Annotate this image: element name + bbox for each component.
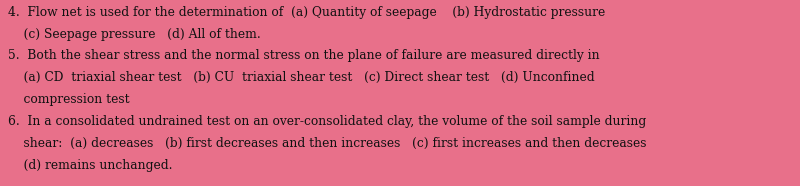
Text: compression test: compression test [8,93,130,106]
Text: (a) CD  triaxial shear test   (b) CU  triaxial shear test   (c) Direct shear tes: (a) CD triaxial shear test (b) CU triaxi… [8,71,594,84]
Text: (d) remains unchanged.: (d) remains unchanged. [8,159,173,172]
Text: (c) Seepage pressure   (d) All of them.: (c) Seepage pressure (d) All of them. [8,28,261,41]
Text: 6.  In a consolidated undrained test on an over-consolidated clay, the volume of: 6. In a consolidated undrained test on a… [8,115,646,128]
Text: shear:  (a) decreases   (b) first decreases and then increases   (c) first incre: shear: (a) decreases (b) first decreases… [8,137,646,150]
Text: 5.  Both the shear stress and the normal stress on the plane of failure are meas: 5. Both the shear stress and the normal … [8,49,600,62]
Text: 4.  Flow net is used for the determination of  (a) Quantity of seepage    (b) Hy: 4. Flow net is used for the determinatio… [8,6,606,19]
